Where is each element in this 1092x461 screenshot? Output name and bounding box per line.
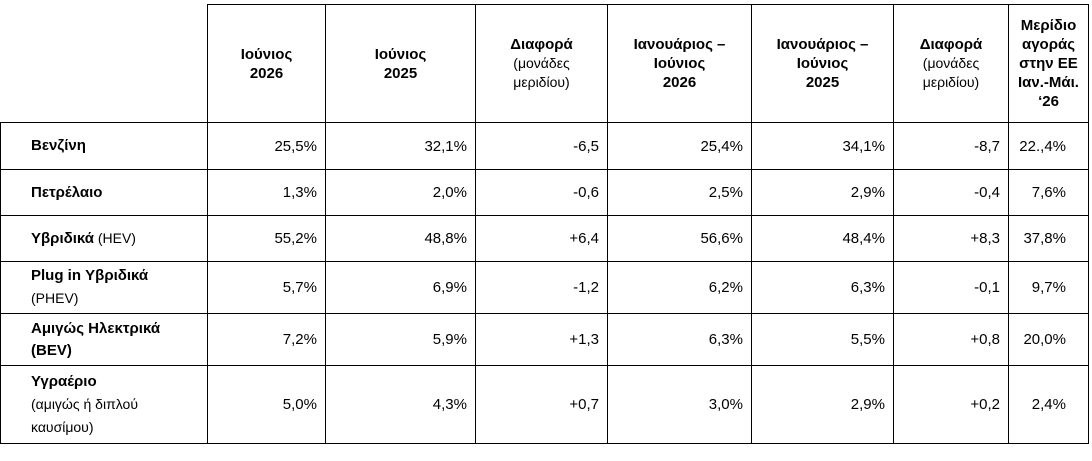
table-cell: -0,6 bbox=[475, 169, 608, 216]
header-difference-ytd: Διαφορά (μονάδες μεριδίου) bbox=[893, 4, 1009, 123]
header-text: Ιούνιος bbox=[374, 45, 427, 63]
header-text: Μερίδιο bbox=[1020, 17, 1077, 34]
corner-cell bbox=[0, 4, 208, 123]
table-cell: -0,4 bbox=[893, 169, 1009, 216]
table-row: Πετρέλαιο 1,3% 2,0% -0,6 2,5% 2,9% -0,4 … bbox=[0, 169, 1089, 216]
table-cell: 6,9% bbox=[325, 261, 476, 314]
row-label: Υγραέριο (αμιγώς ή διπλού καυσίμου) bbox=[0, 365, 208, 444]
table-cell: 7,6% bbox=[1008, 169, 1089, 216]
table-cell: -1,2 bbox=[475, 261, 608, 314]
table-cell: 2,9% bbox=[751, 365, 894, 444]
table-cell: 6,3% bbox=[751, 261, 894, 314]
row-label-text: Αμιγώς Ηλεκτρικά bbox=[31, 319, 161, 337]
table-cell: -8,7 bbox=[893, 122, 1009, 170]
table-cell: 2,5% bbox=[607, 169, 752, 216]
row-label: Αμιγώς Ηλεκτρικά (BEV) bbox=[0, 313, 208, 366]
header-text: Ιανουάριος – bbox=[633, 36, 726, 53]
header-text: ‘26 bbox=[1038, 93, 1059, 110]
table-cell: 2,4% bbox=[1008, 365, 1089, 444]
header-june-2026: Ιούνιος 2026 bbox=[207, 4, 326, 123]
header-text: Ιούνιος bbox=[240, 45, 293, 63]
header-text: 2025 bbox=[383, 64, 418, 82]
table-cell: +0,8 bbox=[893, 313, 1009, 366]
table-cell: 5,0% bbox=[207, 365, 326, 444]
table-cell: 1,3% bbox=[207, 169, 326, 216]
row-label-note: καυσίμου) bbox=[31, 418, 94, 435]
table-cell: 5,5% bbox=[751, 313, 894, 366]
row-label: Υβριδικά (HEV) bbox=[0, 215, 208, 262]
table-cell: +6,4 bbox=[475, 215, 608, 262]
header-text: 2026 bbox=[662, 74, 697, 91]
table-cell: 2,9% bbox=[751, 169, 894, 216]
table-row: Υβριδικά (HEV) 55,2% 48,8% +6,4 56,6% 48… bbox=[0, 215, 1089, 262]
table-cell: 56,6% bbox=[607, 215, 752, 262]
table-cell: 34,1% bbox=[751, 122, 894, 170]
table-row: Βενζίνη 25,5% 32,1% -6,5 25,4% 34,1% -8,… bbox=[0, 122, 1089, 170]
table-cell: 32,1% bbox=[325, 122, 476, 170]
header-june-2025: Ιούνιος 2025 bbox=[325, 4, 476, 123]
row-label-text: Υγραέριο bbox=[31, 372, 97, 390]
header-text: Διαφορά bbox=[919, 36, 983, 53]
row-label-note: (αμιγώς ή διπλού bbox=[31, 395, 138, 412]
header-subtext: μεριδίου) bbox=[922, 74, 980, 90]
table-cell: +1,3 bbox=[475, 313, 608, 366]
table-cell: 25,5% bbox=[207, 122, 326, 170]
header-subtext: μεριδίου) bbox=[513, 74, 570, 90]
table-cell: 48,8% bbox=[325, 215, 476, 262]
header-text: Ιανουάριος – bbox=[776, 36, 869, 53]
header-text: στην ΕΕ bbox=[1019, 55, 1078, 72]
table-cell: +0,7 bbox=[475, 365, 608, 444]
header-text: αγοράς bbox=[1021, 36, 1076, 53]
table-cell: 6,3% bbox=[607, 313, 752, 366]
header-text: Ιαν.-Μάι. bbox=[1018, 74, 1079, 91]
header-text: Διαφορά bbox=[510, 36, 573, 53]
header-text: 2026 bbox=[249, 64, 284, 82]
table-cell: 3,0% bbox=[607, 365, 752, 444]
header-subtext: (μονάδες bbox=[922, 55, 980, 71]
row-label: Πετρέλαιο bbox=[0, 169, 208, 216]
fuel-market-share-table: Ιούνιος 2026 Ιούνιος 2025 Διαφορά (μονάδ… bbox=[0, 4, 1089, 444]
row-label-note: (HEV) bbox=[93, 230, 136, 246]
table-row: Αμιγώς Ηλεκτρικά (BEV) 7,2% 5,9% +1,3 6,3… bbox=[0, 313, 1089, 366]
table-cell: 9,7% bbox=[1008, 261, 1089, 314]
row-label-text: Βενζίνη bbox=[31, 137, 86, 154]
table-cell: 6,2% bbox=[607, 261, 752, 314]
table-cell: -6,5 bbox=[475, 122, 608, 170]
header-jan-jun-2025: Ιανουάριος – Ιούνιος 2025 bbox=[751, 4, 894, 123]
table-cell: 55,2% bbox=[207, 215, 326, 262]
row-label-note: (PHEV) bbox=[31, 290, 79, 306]
header-row: Ιούνιος 2026 Ιούνιος 2025 Διαφορά (μονάδ… bbox=[0, 4, 1089, 123]
table-row: Plug in Υβριδικά (PHEV) 5,7% 6,9% -1,2 6,… bbox=[0, 261, 1089, 314]
row-label-text: Υβριδικά bbox=[31, 230, 94, 247]
header-eu-market-share: Μερίδιο αγοράς στην ΕΕ Ιαν.-Μάι. ‘26 bbox=[1008, 4, 1089, 123]
table-cell: 4,3% bbox=[325, 365, 476, 444]
table-cell: -0,1 bbox=[893, 261, 1009, 314]
header-text: Ιούνιος bbox=[796, 55, 849, 72]
table-cell: 2,0% bbox=[325, 169, 476, 216]
row-label: Βενζίνη bbox=[0, 122, 208, 170]
table-cell: 48,4% bbox=[751, 215, 894, 262]
table-cell: 7,2% bbox=[207, 313, 326, 366]
header-jan-jun-2026: Ιανουάριος – Ιούνιος 2026 bbox=[607, 4, 752, 123]
table-cell: 25,4% bbox=[607, 122, 752, 170]
row-label: Plug in Υβριδικά (PHEV) bbox=[0, 261, 208, 314]
row-label-text: Πετρέλαιο bbox=[31, 183, 103, 201]
table-cell: 20,0% bbox=[1008, 313, 1089, 366]
header-difference-june: Διαφορά (μονάδες μεριδίου) bbox=[475, 4, 608, 123]
table-cell: 37,8% bbox=[1008, 215, 1089, 262]
table-cell: 22.,4% bbox=[1008, 122, 1089, 170]
header-text: 2025 bbox=[805, 74, 840, 91]
header-text: Ιούνιος bbox=[653, 55, 706, 72]
header-subtext: (μονάδες bbox=[513, 55, 570, 71]
row-label-note: (BEV) bbox=[31, 341, 72, 359]
table-cell: +8,3 bbox=[893, 215, 1009, 262]
table-cell: 5,9% bbox=[325, 313, 476, 366]
table-row: Υγραέριο (αμιγώς ή διπλού καυσίμου) 5,0% 4… bbox=[0, 365, 1089, 444]
table-cell: +0,2 bbox=[893, 365, 1009, 444]
row-label-text: Plug in Υβριδικά bbox=[31, 267, 149, 284]
table-cell: 5,7% bbox=[207, 261, 326, 314]
